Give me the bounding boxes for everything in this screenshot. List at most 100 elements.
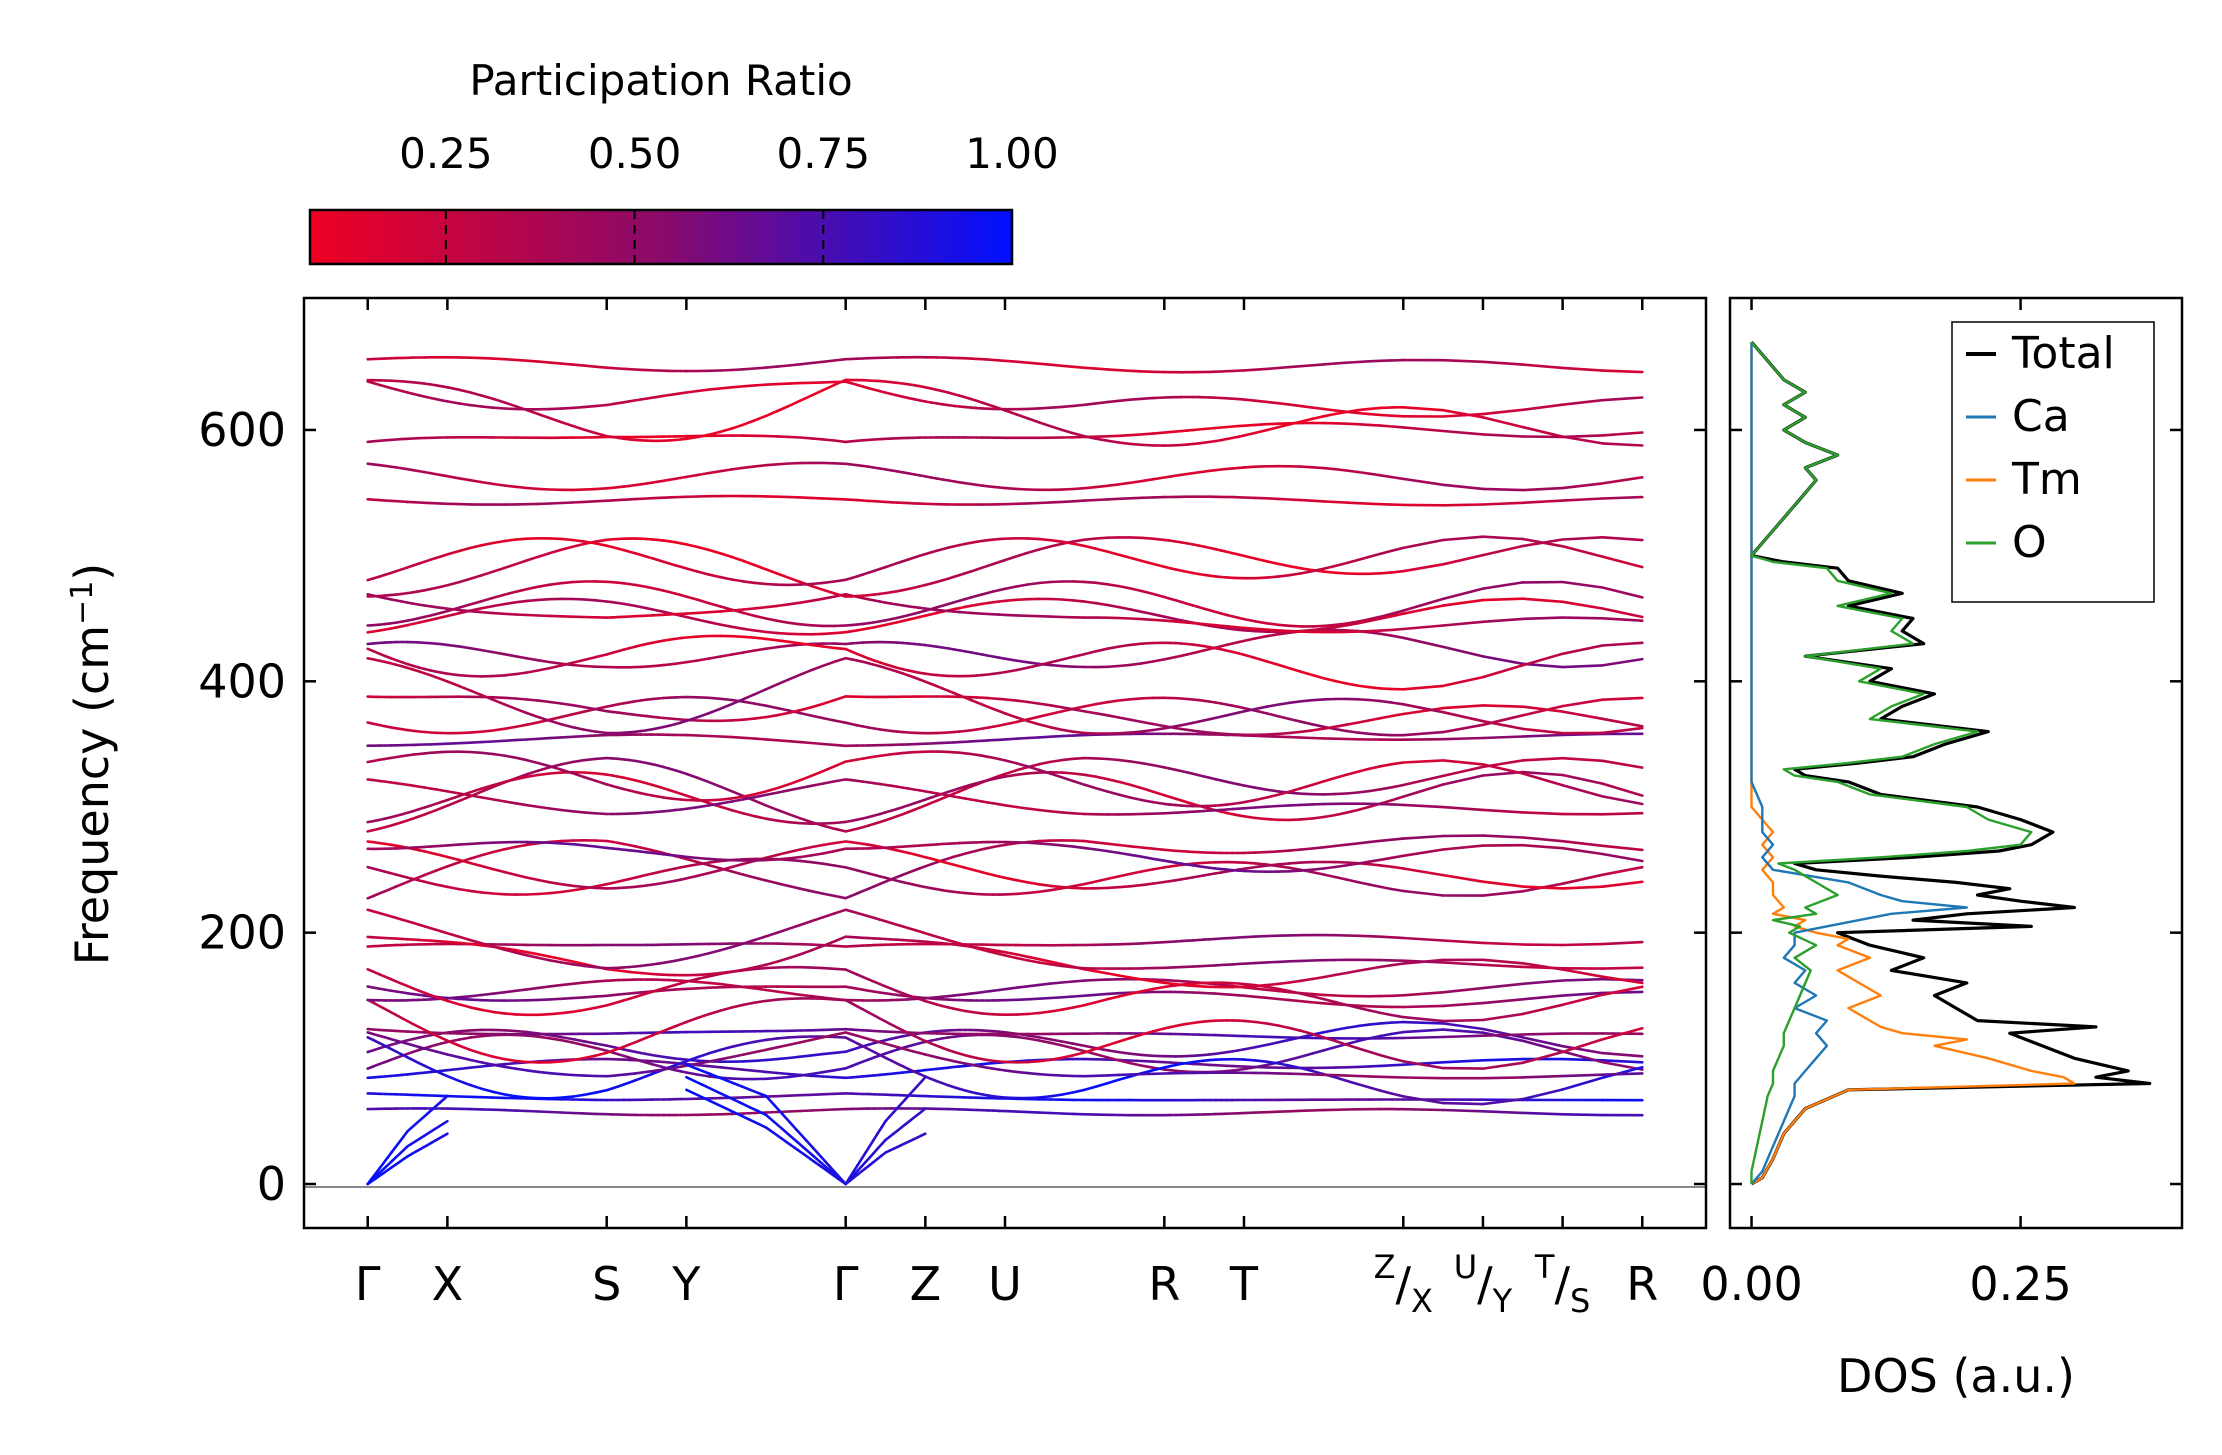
band-branch-segment xyxy=(1601,726,1644,735)
band-branch-segment xyxy=(1128,556,1143,563)
band-branch-segment xyxy=(571,1037,586,1043)
band-branch-segment xyxy=(787,1093,802,1097)
band-branch-segment xyxy=(571,981,586,986)
band-branch-segment xyxy=(1151,726,1166,732)
band-branch-segment xyxy=(491,945,506,951)
band-branch-segment xyxy=(1015,597,1030,602)
band-branch-segment xyxy=(548,1071,563,1076)
band-branch-segment xyxy=(696,1012,711,1020)
band-branch-segment xyxy=(741,627,756,632)
band-branch-segment xyxy=(457,842,472,846)
band-branch-segment xyxy=(810,860,825,866)
band-branch-segment xyxy=(719,982,734,987)
band-branch-segment xyxy=(1072,1088,1086,1094)
band-branch-segment xyxy=(1049,1056,1064,1062)
band-branch-segment xyxy=(1390,425,1405,429)
band-branch-segment xyxy=(1345,469,1360,474)
band-branch-segment xyxy=(810,584,825,592)
band-branch-segment xyxy=(1037,537,1052,542)
band-branch-segment xyxy=(1402,426,1445,433)
band-branch-segment xyxy=(1311,1000,1325,1005)
band-branch-segment xyxy=(764,853,779,860)
band-branch-segment xyxy=(1003,954,1018,960)
band-branch-segment xyxy=(764,931,779,938)
band-branch-segment xyxy=(696,1063,711,1068)
band-branch-segment xyxy=(764,1110,779,1114)
band-branch-segment xyxy=(1106,972,1121,977)
band-branch-segment xyxy=(810,643,825,648)
band-branch-segment xyxy=(537,765,552,772)
band-branch-segment xyxy=(514,801,529,807)
band-branch-segment xyxy=(1140,868,1155,873)
band-branch-segment xyxy=(1288,848,1303,852)
band-branch-segment xyxy=(810,889,825,895)
band-branch-segment xyxy=(1601,1026,1644,1041)
band-branch-segment xyxy=(1117,884,1132,889)
band-branch-segment xyxy=(548,1110,563,1114)
band-branch-segment xyxy=(810,714,825,720)
band-branch-segment xyxy=(1601,1059,1644,1064)
band-branch-segment xyxy=(1311,1032,1325,1039)
band-branch-segment xyxy=(764,791,779,797)
band-branch-segment xyxy=(1128,587,1143,593)
band-branch-segment xyxy=(1481,1057,1525,1062)
band-branch-segment xyxy=(832,908,848,915)
band-branch-segment xyxy=(1265,1110,1280,1114)
band-branch-segment xyxy=(1276,862,1291,866)
band-branch-segment xyxy=(1128,870,1143,876)
band-branch-segment xyxy=(525,892,540,896)
band-branch-segment xyxy=(548,660,563,666)
band-branch-segment xyxy=(1481,597,1525,602)
band-branch-segment xyxy=(1265,703,1280,709)
band-branch-segment xyxy=(685,595,700,602)
band-branch-segment xyxy=(1441,723,1485,734)
band-branch-segment xyxy=(1049,597,1064,601)
band-branch-segment xyxy=(559,768,574,775)
band-branch-segment xyxy=(502,1108,518,1112)
band-branch-segment xyxy=(1345,1043,1360,1050)
band-branch-segment xyxy=(1242,554,1257,560)
band-branch-segment xyxy=(810,1070,825,1076)
band-branch-segment xyxy=(1441,1059,1485,1064)
band-branch-segment xyxy=(537,1070,552,1075)
band-branch-segment xyxy=(1117,843,1132,848)
band-branch-segment xyxy=(1561,756,1604,763)
band-branch-segment xyxy=(1481,997,1525,1005)
band-branch-segment xyxy=(787,786,802,792)
band-branch-segment xyxy=(1106,582,1121,588)
band-branch-segment xyxy=(548,807,563,812)
band-branch-segment xyxy=(1003,1034,1018,1039)
band-branch-segment xyxy=(798,845,813,851)
band-branch-segment xyxy=(730,1053,745,1059)
band-branch-segment xyxy=(1003,668,1018,674)
band-branch-segment xyxy=(1402,1107,1445,1112)
band-branch-segment xyxy=(753,935,768,942)
band-branch-segment xyxy=(1276,997,1291,1002)
band-branch-segment xyxy=(1094,786,1109,793)
band-branch-segment xyxy=(1521,756,1564,762)
band-branch-segment xyxy=(1254,656,1268,663)
band-branch-segment xyxy=(1521,1111,1564,1116)
band-branch-segment xyxy=(1242,1111,1257,1115)
band-branch-segment xyxy=(514,873,529,879)
band-branch-segment xyxy=(559,1035,574,1041)
band-branch-segment xyxy=(1441,765,1485,778)
band-branch-segment xyxy=(1345,729,1360,734)
band-branch-segment xyxy=(1083,702,1098,708)
band-branch-segment xyxy=(1601,966,1644,970)
band-branch-segment xyxy=(1117,991,1132,995)
band-branch-segment xyxy=(1242,707,1257,713)
band-branch-segment xyxy=(1356,1082,1371,1089)
band-branch-segment xyxy=(1288,979,1303,984)
band-branch-segment xyxy=(480,1008,495,1014)
band-branch-segment xyxy=(446,672,461,677)
band-branch-segment xyxy=(571,658,586,665)
band-branch-segment xyxy=(1117,553,1132,560)
band-branch-segment xyxy=(696,1052,711,1059)
band-branch-segment xyxy=(1561,544,1604,558)
band-branch-segment xyxy=(1390,1057,1405,1063)
band-branch-segment xyxy=(1242,994,1257,999)
band-branch-segment xyxy=(1379,864,1394,869)
band-branch-segment xyxy=(1402,867,1445,877)
